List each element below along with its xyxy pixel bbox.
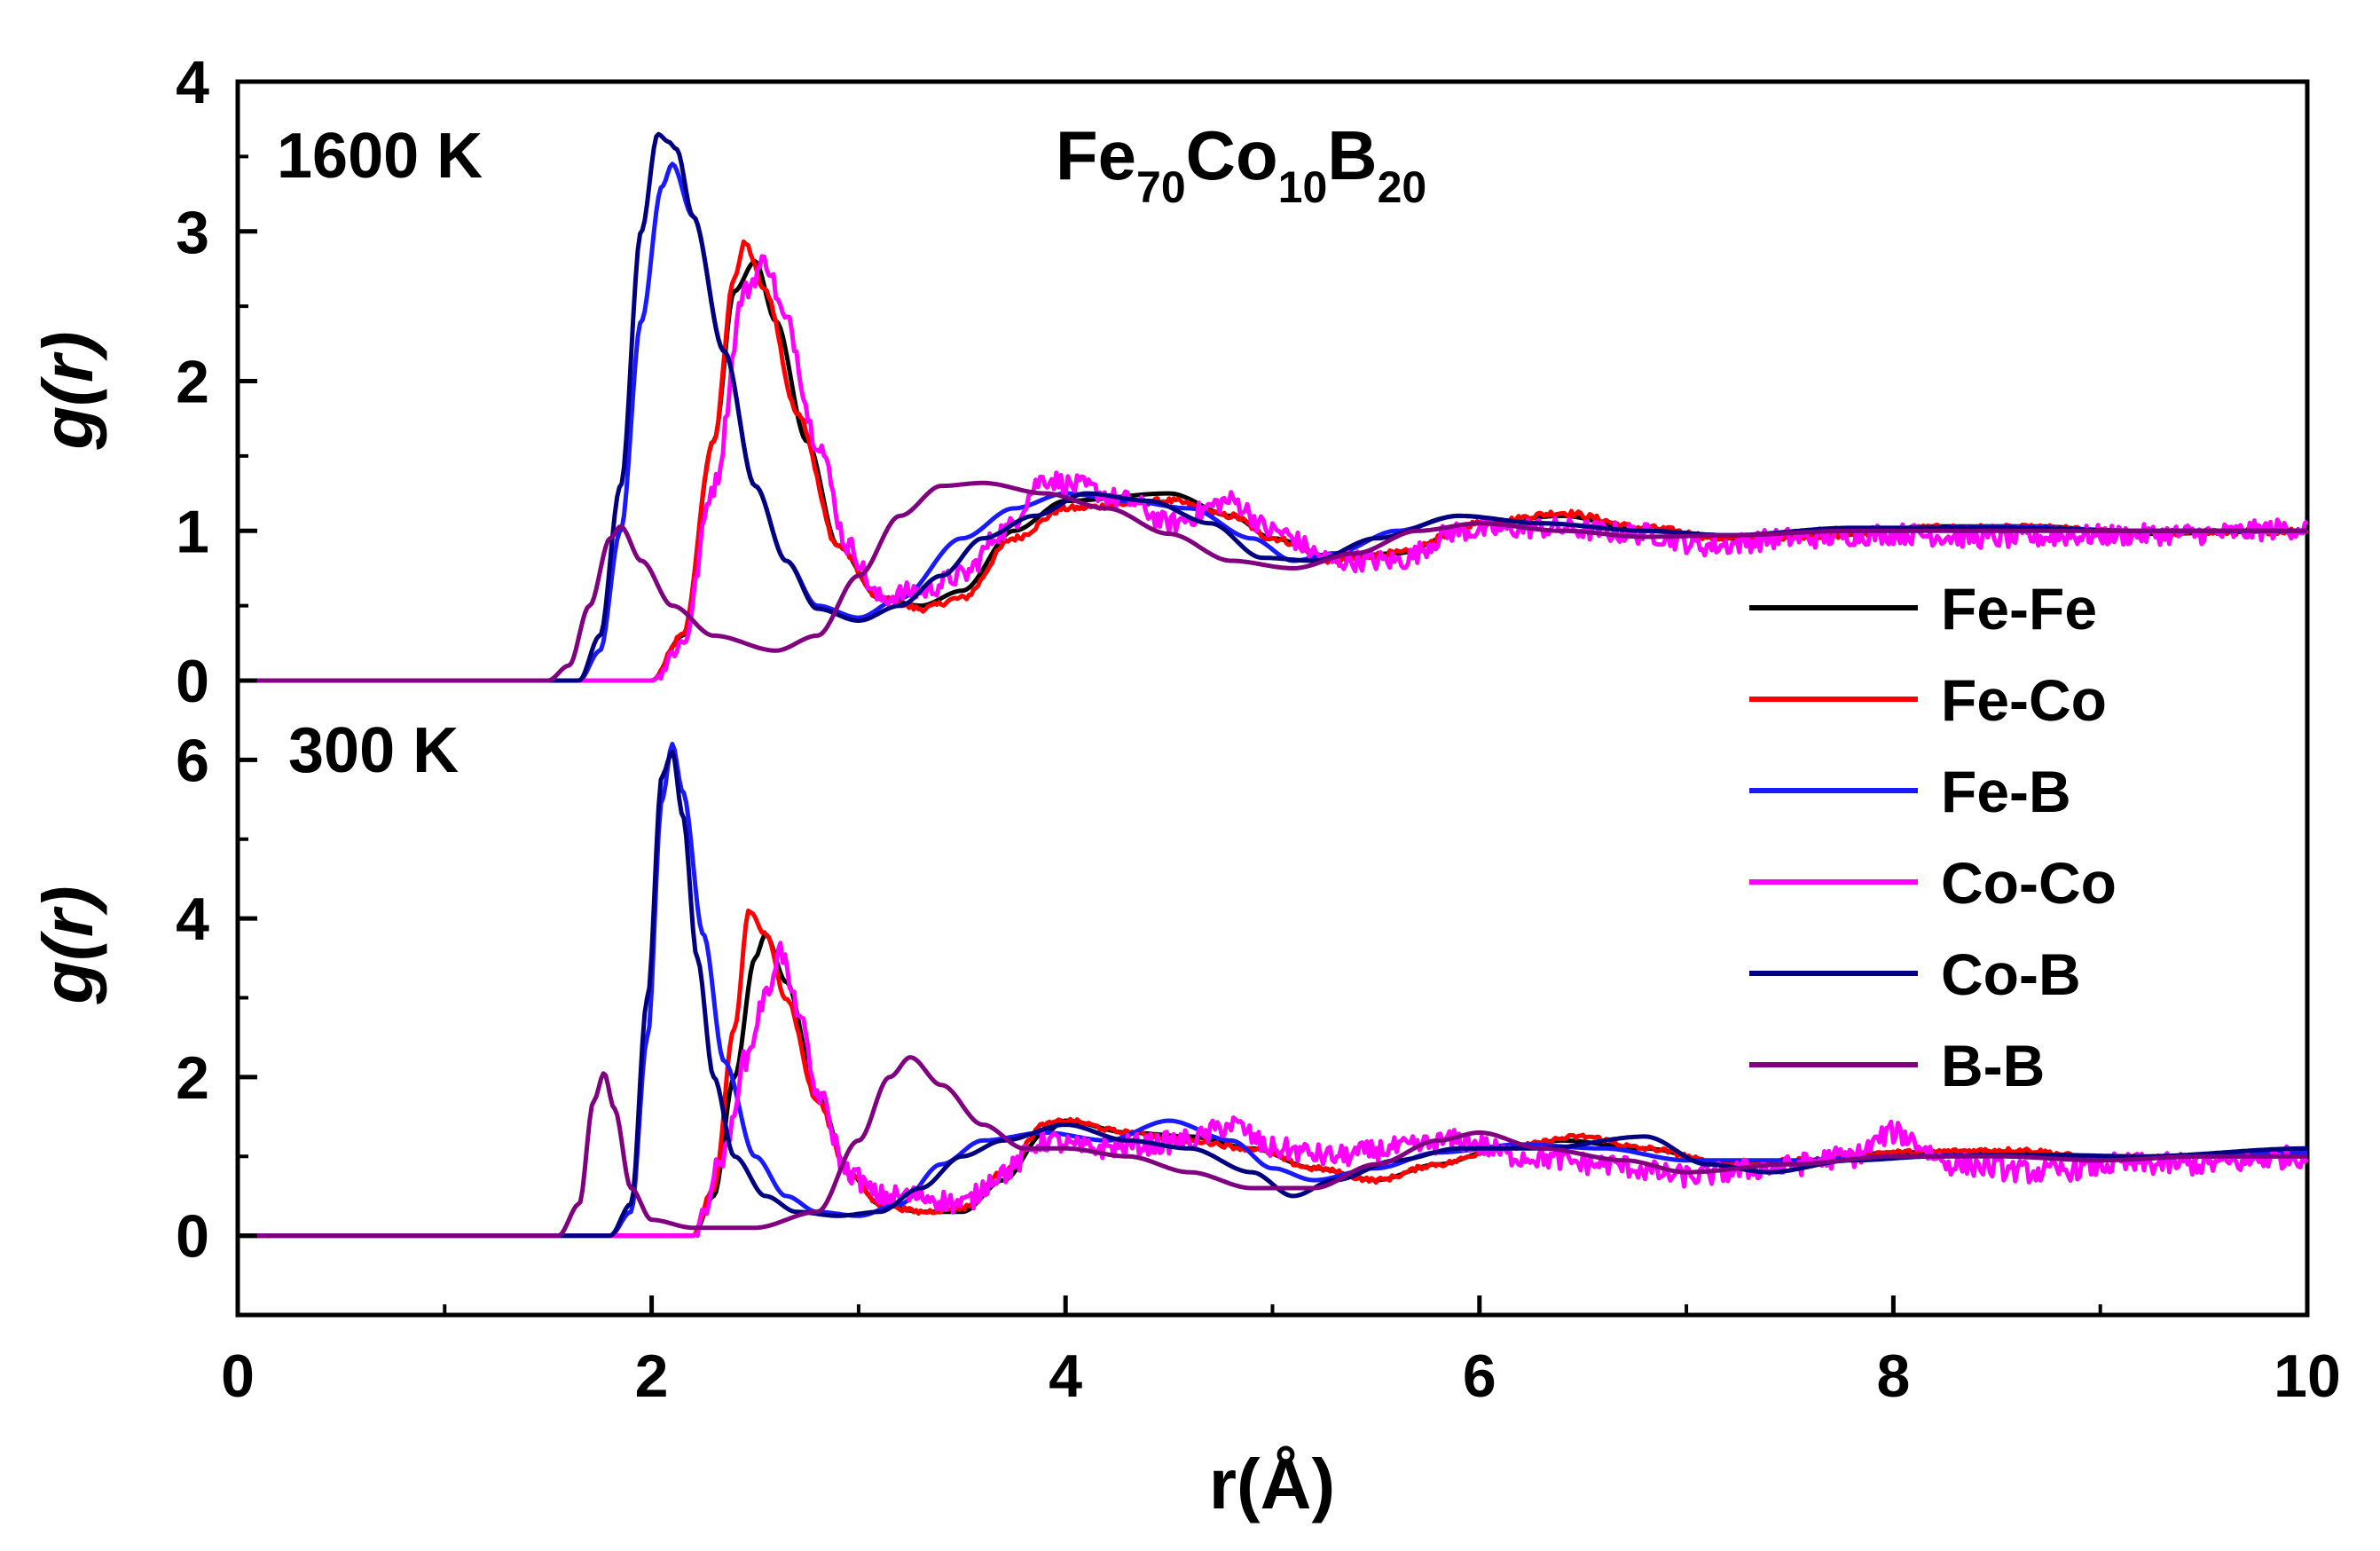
y-tick-label: 0: [176, 1203, 209, 1271]
title-sub-10: 10: [1278, 162, 1328, 212]
y-tick-label: 4: [176, 49, 209, 116]
y-tick-label: 4: [176, 886, 209, 953]
legend-label: Fe-Fe: [1941, 576, 2097, 642]
panel-label-top: 1600 K: [277, 121, 483, 192]
y-tick-label: 2: [176, 349, 209, 416]
y-tick-label: 6: [176, 727, 209, 794]
y-axis-title-bottom: g(r): [28, 886, 107, 1004]
legend-label: Fe-B: [1941, 759, 2071, 824]
title-el-b: B: [1327, 116, 1377, 194]
title-sub-70: 70: [1136, 162, 1186, 212]
chart-title: Fe70Co10B20: [1056, 116, 1426, 212]
x-tick-label: 10: [2274, 1342, 2341, 1410]
x-tick-label: 0: [221, 1342, 255, 1410]
x-tick-label: 2: [635, 1342, 669, 1410]
legend-label: Co-B: [1941, 941, 2081, 1007]
legend-label: B-B: [1941, 1033, 2045, 1098]
title-el-fe: Fe: [1056, 116, 1136, 194]
y-tick-label: 1: [176, 498, 209, 565]
legend-label: Co-Co: [1941, 850, 2117, 916]
y-tick-label: 2: [176, 1044, 209, 1112]
series-line-b-b-panel1: [238, 480, 2307, 683]
series-line-co-b-panel1: [238, 131, 2307, 683]
series-line-b-b-panel2: [238, 1055, 2307, 1239]
y-tick-label: 3: [176, 199, 209, 266]
x-axis-title: r(Å): [1209, 1445, 1335, 1523]
title-sub-20: 20: [1378, 162, 1427, 212]
title-el-co: Co: [1186, 116, 1278, 194]
x-tick-label: 6: [1463, 1342, 1496, 1410]
legend: Fe-Fe Fe-Co Fe-B Co-Co Co-B B-B: [1749, 576, 2117, 1098]
x-tick-label: 4: [1049, 1342, 1082, 1410]
y-axis-title-top: g(r): [28, 331, 107, 450]
x-tick-label: 8: [1876, 1342, 1910, 1410]
legend-label: Fe-Co: [1941, 667, 2107, 733]
panel-label-bottom: 300 K: [288, 715, 459, 786]
y-tick-label: 0: [176, 648, 209, 715]
